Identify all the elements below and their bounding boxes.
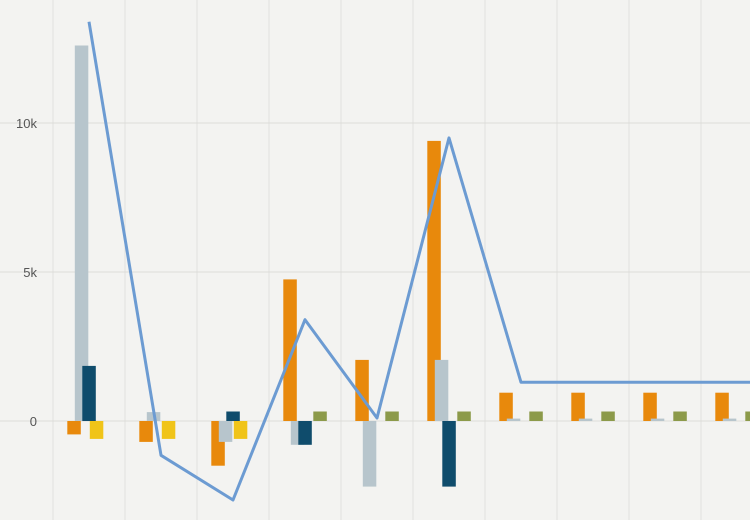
bar [745, 411, 750, 421]
line-series [87, 21, 750, 502]
bar [355, 359, 369, 421]
bar [82, 365, 96, 421]
bar [434, 359, 449, 421]
bar [362, 421, 377, 487]
bars [67, 45, 750, 487]
bar [499, 392, 513, 421]
bar [601, 411, 615, 421]
y-tick-label: 10k [16, 116, 37, 131]
bar [529, 411, 543, 421]
y-tick-label: 0 [30, 414, 37, 429]
series-line [87, 21, 750, 502]
y-tick-label: 5k [23, 265, 37, 280]
bar [506, 418, 521, 421]
bar [67, 421, 81, 435]
bar [313, 411, 327, 421]
bar [218, 421, 233, 442]
bar [457, 411, 471, 421]
bar [650, 418, 665, 421]
bar [74, 45, 89, 421]
bar [673, 411, 687, 421]
bar [722, 418, 737, 421]
bar [226, 411, 240, 421]
y-axis-ticks: 0 5k 10k [16, 116, 37, 429]
bar [715, 392, 729, 421]
bar [442, 421, 456, 487]
bar [283, 279, 297, 421]
bar [161, 421, 176, 439]
bar [578, 418, 593, 421]
bar [233, 421, 248, 439]
bar [643, 392, 657, 421]
bar [89, 421, 104, 439]
bar [385, 411, 399, 421]
bar [139, 421, 153, 442]
bar [298, 421, 312, 445]
bar [571, 392, 585, 421]
